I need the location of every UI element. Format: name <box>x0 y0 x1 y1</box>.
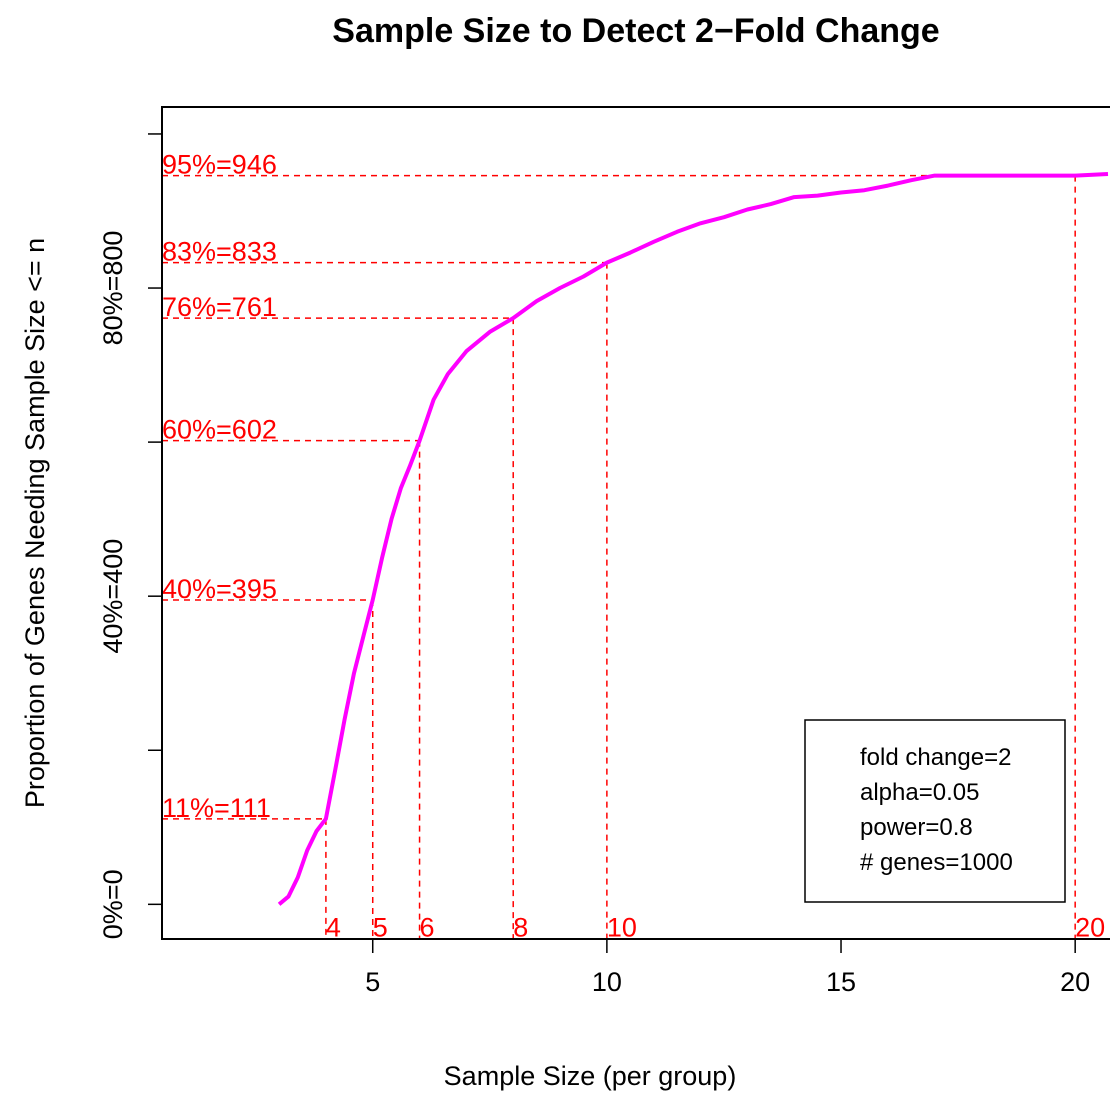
ref-x-label: 4 <box>326 912 341 942</box>
x-tick-label: 20 <box>1060 967 1090 997</box>
ref-y-label: 60%=602 <box>162 415 277 445</box>
ref-x-label: 20 <box>1075 912 1105 942</box>
ref-y-label: 95%=946 <box>162 150 277 180</box>
y-tick-label: 0%=0 <box>98 869 128 939</box>
ref-x-label: 8 <box>513 912 528 942</box>
x-tick-label: 10 <box>592 967 622 997</box>
x-tick-label: 15 <box>826 967 856 997</box>
legend: fold change=2 alpha=0.05 power=0.8 # gen… <box>805 720 1065 902</box>
ref-x-label: 6 <box>420 912 435 942</box>
x-axis: 5 10 15 20 <box>365 939 1090 997</box>
ref-y-label: 83%=833 <box>162 237 277 267</box>
ref-y-label: 11%=111 <box>162 793 271 823</box>
ref-x-label: 10 <box>607 912 637 942</box>
y-tick-label: 40%=400 <box>98 539 128 654</box>
legend-line: fold change=2 <box>860 744 1011 771</box>
y-axis: 0%=0 40%=400 80%=800 <box>98 134 162 939</box>
legend-line: power=0.8 <box>860 814 973 841</box>
y-tick-label: 80%=800 <box>98 231 128 346</box>
ref-y-label: 76%=761 <box>162 292 277 322</box>
x-axis-label: Sample Size (per group) <box>444 1061 737 1091</box>
y-axis-label: Proportion of Genes Needing Sample Size … <box>20 238 50 808</box>
ref-x-label: 5 <box>373 912 388 942</box>
legend-line: alpha=0.05 <box>860 779 979 806</box>
chart-title: Sample Size to Detect 2−Fold Change <box>332 12 939 50</box>
ref-y-label: 40%=395 <box>162 574 277 604</box>
legend-line: # genes=1000 <box>860 849 1013 876</box>
x-tick-label: 5 <box>365 967 380 997</box>
